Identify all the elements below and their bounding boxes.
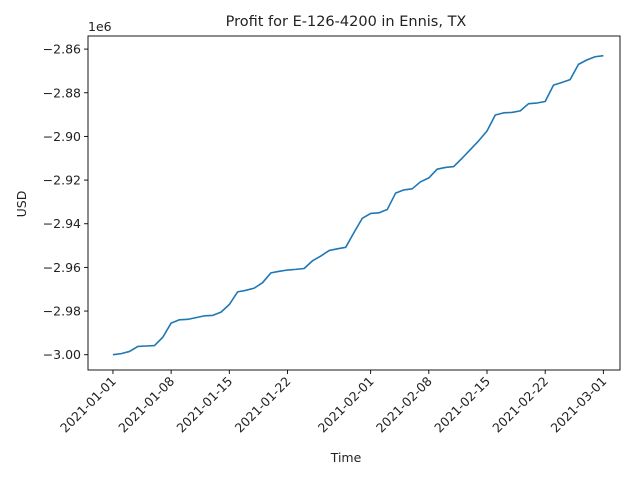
y-tick-label: −2.90 bbox=[43, 129, 81, 144]
plot-frame bbox=[87, 35, 621, 371]
y-tick-label: −3.00 bbox=[43, 347, 81, 362]
y-offset-label: 1e6 bbox=[88, 19, 112, 34]
series-line bbox=[112, 54, 604, 356]
y-tick-label: −2.86 bbox=[43, 42, 81, 57]
y-axis-title: USD bbox=[14, 191, 29, 218]
y-tick-label: −2.92 bbox=[43, 173, 81, 188]
y-tick-label: −2.98 bbox=[43, 304, 81, 319]
y-tick-label: −2.88 bbox=[43, 85, 81, 100]
x-axis-title: Time bbox=[330, 450, 362, 465]
chart-title: Profit for E-126-4200 in Ennis, TX bbox=[226, 14, 467, 30]
y-tick-label: −2.94 bbox=[43, 216, 81, 231]
y-tick-label: −2.96 bbox=[43, 260, 81, 275]
